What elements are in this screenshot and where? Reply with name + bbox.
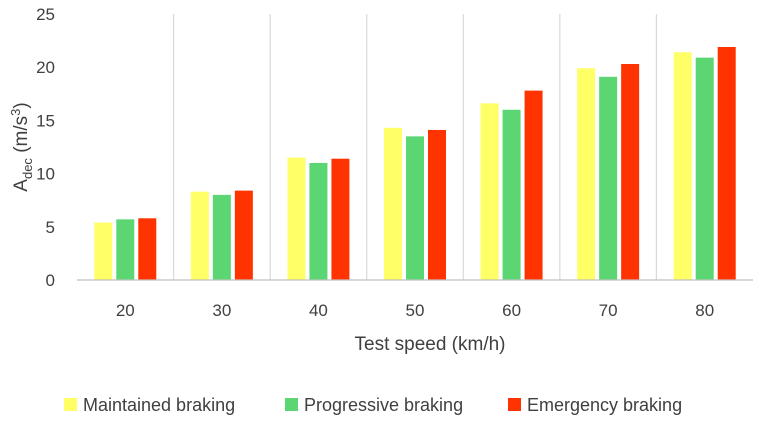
legend-item: Maintained braking — [64, 395, 235, 415]
x-tick-label: 40 — [309, 301, 328, 320]
bar-emergency-braking-20 — [138, 218, 157, 280]
y-tick-label: 10 — [36, 165, 55, 184]
x-tick-label: 70 — [599, 301, 618, 320]
legend-label: Progressive braking — [304, 395, 463, 415]
bar-progressive-braking-70 — [599, 76, 618, 280]
bar-maintained-braking-80 — [673, 52, 692, 280]
bar-progressive-braking-40 — [309, 162, 328, 280]
bar-progressive-braking-80 — [695, 57, 714, 281]
bar-progressive-braking-50 — [406, 136, 424, 280]
bar-maintained-braking-50 — [384, 127, 402, 281]
y-tick-label: 5 — [46, 218, 55, 237]
legend-swatch — [508, 398, 521, 411]
bar-progressive-braking-30 — [212, 194, 231, 280]
y-tick-label: 0 — [46, 271, 55, 290]
x-tick-label: 20 — [116, 301, 135, 320]
x-tick-label: 50 — [406, 301, 425, 320]
bar-maintained-braking-60 — [480, 103, 499, 280]
bar-emergency-braking-30 — [234, 190, 253, 280]
bars — [94, 46, 736, 281]
y-axis-title: Adec (m/s3) — [8, 102, 35, 191]
y-tick-label: 20 — [36, 58, 55, 77]
bar-emergency-braking-40 — [331, 158, 350, 280]
legend-swatch — [64, 398, 77, 411]
legend-item: Emergency braking — [508, 395, 682, 415]
grid — [172, 14, 658, 280]
y-tick-label: 15 — [36, 111, 55, 130]
bar-emergency-braking-70 — [621, 64, 640, 281]
legend-label: Maintained braking — [83, 395, 235, 415]
legend-label: Emergency braking — [527, 395, 682, 415]
x-tick-label: 80 — [695, 301, 714, 320]
legend-item: Progressive braking — [285, 395, 463, 415]
bar-maintained-braking-30 — [190, 191, 209, 280]
x-tick-label: 30 — [212, 301, 231, 320]
y-tick-label: 25 — [36, 5, 55, 24]
legend-swatch — [285, 398, 298, 411]
bar-progressive-braking-60 — [502, 109, 521, 280]
bar-progressive-braking-20 — [116, 219, 135, 280]
bar-maintained-braking-40 — [287, 157, 306, 280]
bar-emergency-braking-60 — [524, 90, 543, 280]
bar-emergency-braking-50 — [428, 129, 446, 280]
x-tick-label: 60 — [502, 301, 521, 320]
x-axis-title: Test speed (km/h) — [355, 334, 506, 355]
legend: Maintained braking Progressive braking Eme… — [64, 395, 682, 415]
x-tick-labels: 20 30 40 50 60 70 80 — [116, 301, 714, 320]
bar-maintained-braking-20 — [94, 222, 113, 280]
y-tick-labels: 0 5 10 15 20 25 — [36, 5, 55, 290]
bar-emergency-braking-80 — [717, 46, 736, 280]
bar-maintained-braking-70 — [577, 68, 596, 280]
